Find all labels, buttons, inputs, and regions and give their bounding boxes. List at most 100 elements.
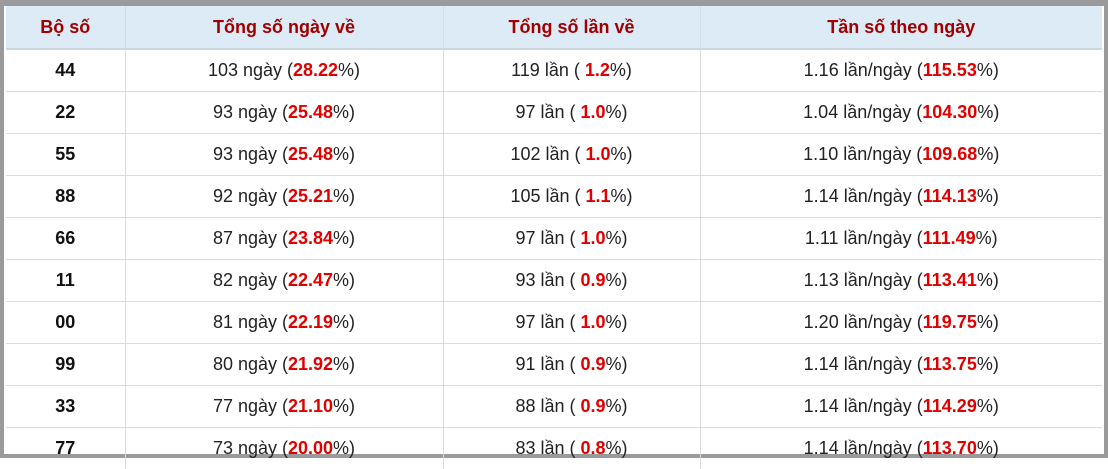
cell-highlight: 21.10: [288, 396, 333, 416]
cell-highlight: 1.0: [581, 228, 606, 248]
cell-highlight: 23.84: [288, 228, 333, 248]
number-cell: 22: [6, 92, 125, 134]
cell-suffix: %): [611, 186, 633, 206]
stat-cell: 1.20 lần/ngày (119.75%): [700, 302, 1102, 344]
cell-suffix: %): [606, 312, 628, 332]
stat-cell: 81 ngày (22.19%): [125, 302, 443, 344]
number-cell: 77: [6, 428, 125, 469]
stat-cell: 97 lần ( 1.0%): [443, 218, 700, 260]
number-cell: 11: [6, 260, 125, 302]
cell-text: 102 lần (: [510, 144, 585, 164]
cell-highlight: 1.1: [586, 186, 611, 206]
cell-text: 93 lần (: [515, 270, 580, 290]
cell-text: 1.14 lần/ngày (: [804, 396, 923, 416]
stat-cell: 105 lần ( 1.1%): [443, 176, 700, 218]
cell-highlight: 1.0: [586, 144, 611, 164]
cell-suffix: %): [977, 186, 999, 206]
column-header: Tần số theo ngày: [700, 6, 1102, 49]
cell-suffix: %): [333, 228, 355, 248]
cell-highlight: 25.48: [288, 102, 333, 122]
stat-cell: 83 lần ( 0.8%): [443, 428, 700, 469]
cell-highlight: 0.9: [581, 354, 606, 374]
cell-suffix: %): [606, 354, 628, 374]
cell-suffix: %): [333, 270, 355, 290]
cell-text: 1.14 lần/ngày (: [804, 354, 923, 374]
cell-suffix: %): [977, 312, 999, 332]
cell-text: 105 lần (: [510, 186, 585, 206]
cell-highlight: 119.75: [923, 312, 977, 332]
cell-highlight: 20.00: [288, 438, 333, 458]
cell-suffix: %): [333, 102, 355, 122]
stat-cell: 87 ngày (23.84%): [125, 218, 443, 260]
stat-cell: 88 lần ( 0.9%): [443, 386, 700, 428]
stat-cell: 1.14 lần/ngày (113.75%): [700, 344, 1102, 386]
cell-suffix: %): [333, 186, 355, 206]
cell-suffix: %): [611, 144, 633, 164]
stat-cell: 1.11 lần/ngày (111.49%): [700, 218, 1102, 260]
stat-cell: 91 lần ( 0.9%): [443, 344, 700, 386]
cell-highlight: 28.22: [293, 60, 338, 80]
number-cell: 33: [6, 386, 125, 428]
cell-highlight: 22.19: [288, 312, 333, 332]
number-cell: 66: [6, 218, 125, 260]
number-cell: 99: [6, 344, 125, 386]
cell-suffix: %): [606, 270, 628, 290]
cell-highlight: 25.48: [288, 144, 333, 164]
cell-text: 93 ngày (: [213, 102, 288, 122]
cell-text: 88 lần (: [515, 396, 580, 416]
cell-text: 87 ngày (: [213, 228, 288, 248]
cell-text: 73 ngày (: [213, 438, 288, 458]
cell-highlight: 113.75: [923, 354, 977, 374]
cell-suffix: %): [606, 228, 628, 248]
cell-highlight: 111.49: [923, 228, 976, 248]
cell-suffix: %): [977, 354, 999, 374]
cell-suffix: %): [977, 144, 999, 164]
number-cell: 88: [6, 176, 125, 218]
cell-suffix: %): [333, 396, 355, 416]
stat-cell: 93 lần ( 0.9%): [443, 260, 700, 302]
cell-suffix: %): [333, 144, 355, 164]
cell-text: 1.13 lần/ngày (: [804, 270, 923, 290]
stat-cell: 1.16 lần/ngày (115.53%): [700, 49, 1102, 92]
cell-highlight: 0.8: [581, 438, 606, 458]
stat-cell: 92 ngày (25.21%): [125, 176, 443, 218]
cell-suffix: %): [333, 312, 355, 332]
number-cell: 55: [6, 134, 125, 176]
cell-text: 1.14 lần/ngày (: [804, 186, 923, 206]
cell-highlight: 104.30: [922, 102, 977, 122]
stat-cell: 77 ngày (21.10%): [125, 386, 443, 428]
cell-text: 1.14 lần/ngày (: [804, 438, 923, 458]
cell-text: 1.04 lần/ngày (: [803, 102, 922, 122]
cell-suffix: %): [606, 102, 628, 122]
stat-cell: 1.13 lần/ngày (113.41%): [700, 260, 1102, 302]
stat-cell: 1.14 lần/ngày (113.70%): [700, 428, 1102, 469]
cell-highlight: 21.92: [288, 354, 333, 374]
cell-highlight: 114.13: [923, 186, 977, 206]
cell-text: 80 ngày (: [213, 354, 288, 374]
cell-highlight: 25.21: [288, 186, 333, 206]
cell-highlight: 1.2: [585, 60, 610, 80]
number-cell: 00: [6, 302, 125, 344]
cell-suffix: %): [977, 102, 999, 122]
cell-text: 97 lần (: [515, 312, 580, 332]
cell-text: 82 ngày (: [213, 270, 288, 290]
cell-text: 1.20 lần/ngày (: [804, 312, 923, 332]
cell-suffix: %): [606, 396, 628, 416]
cell-suffix: %): [606, 438, 628, 458]
cell-highlight: 114.29: [923, 396, 977, 416]
cell-highlight: 113.70: [923, 438, 977, 458]
cell-text: 1.16 lần/ngày (: [804, 60, 923, 80]
cell-highlight: 1.0: [581, 312, 606, 332]
